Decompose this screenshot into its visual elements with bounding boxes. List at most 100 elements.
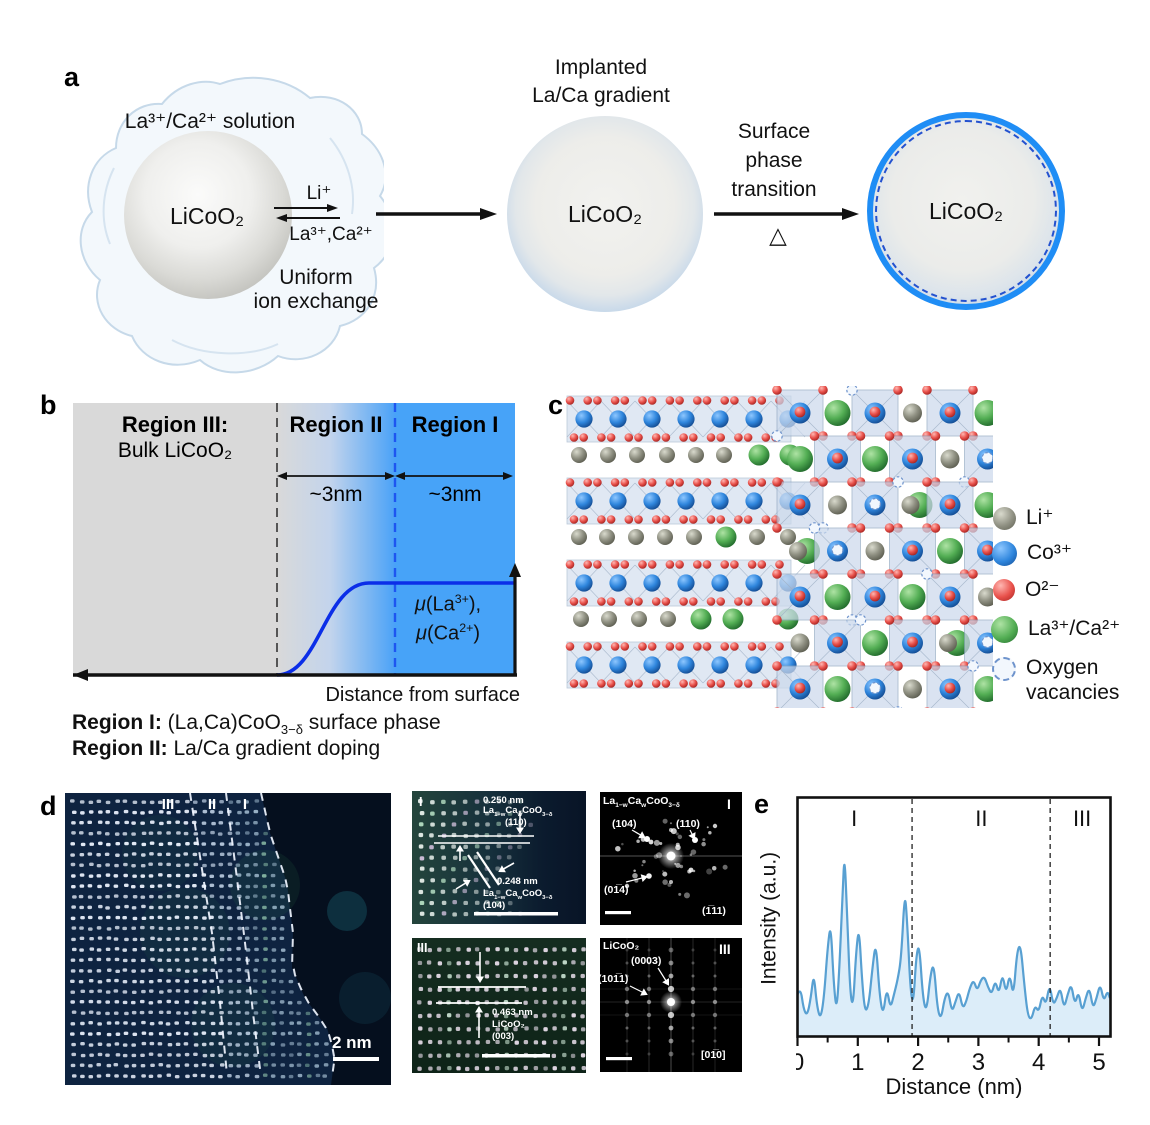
transition-caption-1: Surface: [737, 120, 811, 143]
region-ii-area: [277, 403, 395, 675]
caption-region-i: Region I: (La,Ca)CoO3−δ surface phase: [72, 711, 441, 738]
svg-text:5: 5: [1092, 1049, 1105, 1076]
laca-atom-icon: [991, 616, 1018, 643]
scale-label-ii: ~3nm: [309, 483, 362, 506]
o-atom-icon: [993, 579, 1015, 602]
legend-item-vacancy: Oxygen vacancies: [992, 655, 1119, 705]
inset1-label: I: [419, 795, 423, 809]
transition-caption-3: transition: [731, 178, 817, 201]
caption-region-i-rest: (La,Ca)CoO3−δ surface phase: [161, 711, 441, 738]
svg-text:III: III: [1073, 806, 1091, 831]
region-i-area: [395, 403, 515, 675]
tem-region-ii-label: II: [207, 796, 217, 813]
svg-text:3: 3: [972, 1049, 985, 1076]
fft2-spot-0003: (0003): [631, 955, 662, 967]
svg-text:Distance (nm): Distance (nm): [886, 1074, 1023, 1098]
legend-item-laca: La³⁺/Ca²⁺: [991, 616, 1120, 643]
svg-text:1: 1: [851, 1049, 864, 1076]
transition-caption-2: phase: [745, 149, 803, 172]
fft1-spot-014: (01̅4): [604, 884, 629, 896]
legend-label-li: Li⁺: [1026, 506, 1054, 529]
fft1-formula: La1−wCawCoO3−δ: [603, 795, 680, 810]
caption-region-ii: Region II: La/Ca gradient doping: [72, 737, 380, 762]
panel-a-label: a: [64, 62, 80, 92]
legend-label-vacancy: Oxygen vacancies: [1026, 656, 1120, 705]
region-iii-area: [73, 403, 277, 675]
inset1-formula1: La1−wCawCoO3−δ: [483, 805, 553, 818]
svg-text:I: I: [851, 806, 857, 831]
svg-text:4: 4: [1032, 1049, 1045, 1076]
panel-e-label: e: [754, 789, 770, 819]
inset3-plane: (003): [492, 1031, 515, 1042]
svg-text:II: II: [975, 806, 987, 831]
fft2-region-label: III: [719, 941, 731, 957]
particle3-label: LiCoO₂: [928, 198, 1004, 224]
fft1-spot-110: (110): [676, 818, 700, 830]
inset1-d2: 0.248 nm: [497, 876, 538, 887]
co-atom-icon: [992, 541, 1017, 566]
caption-region-ii-bold: Region II:: [72, 737, 168, 760]
inset3-d1: 0.463 nm: [492, 1007, 533, 1018]
licoo2-particle-shell: [867, 112, 1065, 310]
region-iii-title: Region III:: [122, 412, 228, 437]
region-i-title: Region I: [412, 412, 499, 437]
inset1-plane2: (104): [483, 900, 506, 911]
stem-haadf-image: [65, 793, 391, 1085]
legend-label-co: Co³⁺: [1027, 541, 1072, 565]
legend-item-co: Co³⁺: [992, 541, 1072, 566]
crystal-structure: [565, 386, 993, 708]
fft2-spot-1011: (101̅1): [598, 973, 629, 985]
fft1-region-label: I: [727, 796, 731, 812]
panel-d-label: d: [40, 791, 57, 821]
legend-label-o: O²⁻: [1025, 578, 1060, 601]
implanted-title-1: Implanted: [554, 56, 648, 79]
legend-item-o: O²⁻: [993, 578, 1059, 603]
inset3-formula: LiCoO₂: [492, 1019, 525, 1030]
licoo2-particle-pristine: [124, 131, 292, 299]
chemical-potential-curve: [276, 581, 515, 677]
li-out-label: Li⁺: [306, 183, 332, 204]
particle2-label: LiCoO₂: [567, 201, 643, 227]
fft1-spot-104: (104): [612, 818, 637, 830]
step1-arrow-icon: [376, 208, 497, 220]
laca-in-label: La³⁺,Ca²⁺: [289, 224, 373, 245]
svg-text:2: 2: [911, 1049, 924, 1076]
particle1-label: LiCoO₂: [169, 203, 245, 229]
legend-item-li: Li⁺: [993, 506, 1053, 531]
region-ii-title: Region II: [290, 412, 383, 437]
panel-c-label: c: [548, 390, 564, 420]
mu-label-1: μ(La3+),: [414, 592, 482, 616]
hrtem-inset-region-iii: [412, 938, 586, 1073]
shell-dashed-ring: [875, 120, 1057, 302]
hrtem-inset-region-i: [412, 791, 586, 924]
svg-text:0: 0: [796, 1049, 804, 1076]
heat-triangle-icon: △: [769, 222, 787, 248]
oxygen-vacancy-icon: [992, 657, 1016, 681]
inset1-plane1: (110): [505, 817, 527, 828]
panel-b-label: b: [40, 390, 57, 420]
exchange-caption-1: Uniform: [279, 266, 353, 289]
tem-region-i-label: I: [242, 796, 248, 813]
fft2-zone-axis: [01̅0]: [701, 1049, 726, 1061]
caption-region-i-bold: Region I:: [72, 711, 162, 734]
mu-label-2: μ(Ca2+): [415, 621, 480, 645]
inset1-d1: 0.250 nm: [483, 795, 524, 806]
fft-pattern-region-iii: [600, 938, 742, 1072]
exchange-caption-2: ion exchange: [253, 290, 379, 313]
fft2-formula: LiCoO₂: [603, 940, 640, 952]
fft1-zone-axis: (1̅11): [702, 905, 726, 917]
fft-pattern-region-i: [600, 792, 742, 925]
equilibrium-arrows-icon: [274, 204, 340, 222]
scale-label-i: ~3nm: [428, 483, 481, 506]
tem-scalebar: [333, 1057, 379, 1061]
distance-axis-label: Distance from surface: [325, 684, 520, 706]
intensity-axis-label: Intensity (a.u.): [757, 851, 781, 985]
li-atom-icon: [993, 506, 1016, 530]
inset1-formula2: La1−wCawCoO3−δ: [483, 888, 553, 901]
tem-scalebar-label: 2 nm: [332, 1033, 372, 1052]
region-iii-sub: Bulk LiCoO₂: [118, 439, 232, 462]
legend-label-laca: La³⁺/Ca²⁺: [1028, 617, 1121, 641]
solution-label: La³⁺/Ca²⁺ solution: [124, 110, 296, 133]
implanted-title-2: La/Ca gradient: [532, 84, 670, 107]
